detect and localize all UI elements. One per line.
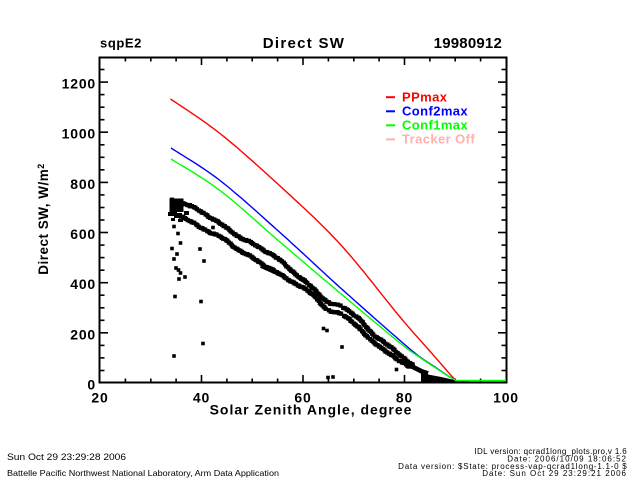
- svg-text:400: 400: [70, 276, 96, 292]
- svg-text:Date: Sun Oct 29 23:29:21 2006: Date: Sun Oct 29 23:29:21 2006: [482, 469, 627, 478]
- svg-text:Data version: $State: process-: Data version: $State: process-vap-qcrad1…: [398, 462, 627, 471]
- svg-text:20: 20: [91, 390, 108, 406]
- svg-text:sqpE2: sqpE2: [100, 36, 142, 51]
- svg-text:Conf2max: Conf2max: [402, 104, 468, 119]
- svg-text:1000: 1000: [62, 126, 96, 142]
- svg-text:Direct SW, W/m2: Direct SW, W/m2: [36, 163, 51, 275]
- svg-text:Solar Zenith Angle, degree: Solar Zenith Angle, degree: [210, 402, 413, 418]
- svg-text:60: 60: [294, 390, 311, 406]
- svg-text:Conf1max: Conf1max: [402, 118, 468, 133]
- svg-text:600: 600: [70, 226, 96, 242]
- svg-text:80: 80: [396, 390, 413, 406]
- svg-text:Date: 2006/10/09 18:06:52: Date: 2006/10/09 18:06:52: [507, 454, 627, 463]
- svg-text:PPmax: PPmax: [402, 90, 448, 105]
- svg-text:200: 200: [70, 326, 96, 342]
- svg-text:Sun Oct 29 23:29:28 2006: Sun Oct 29 23:29:28 2006: [7, 452, 126, 463]
- svg-text:Battelle Pacific Northwest Nat: Battelle Pacific Northwest National Labo…: [7, 468, 279, 478]
- svg-text:0: 0: [87, 377, 96, 393]
- svg-text:40: 40: [193, 390, 210, 406]
- svg-text:Direct SW: Direct SW: [263, 35, 346, 52]
- svg-text:1200: 1200: [62, 76, 96, 92]
- svg-text:Tracker Off: Tracker Off: [402, 132, 475, 147]
- svg-text:19980912: 19980912: [434, 35, 502, 52]
- svg-text:800: 800: [70, 176, 96, 192]
- svg-text:IDL version: qcrad1long_plots.: IDL version: qcrad1long_plots.pro,v 1.6: [474, 447, 627, 456]
- svg-text:100: 100: [493, 390, 519, 406]
